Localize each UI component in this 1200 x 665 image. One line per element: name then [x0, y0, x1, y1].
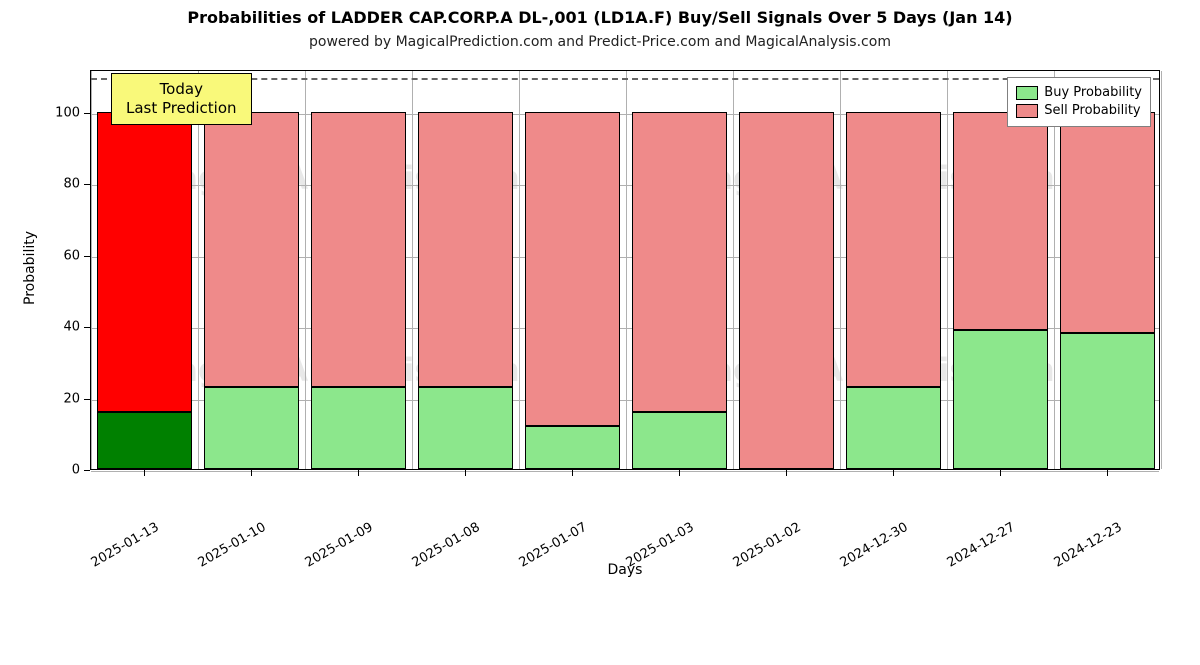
y-tick-label: 0	[0, 463, 80, 478]
gridline-v	[626, 71, 627, 469]
today-annotation: Today Last Prediction	[111, 73, 252, 125]
gridline-v	[947, 71, 948, 469]
y-tick-label: 20	[0, 391, 80, 406]
gridline-v	[305, 71, 306, 469]
legend-swatch-buy	[1016, 86, 1038, 100]
y-tick	[84, 470, 90, 471]
bar-group	[418, 69, 512, 469]
bar-buy	[97, 412, 191, 469]
y-tick-label: 40	[0, 320, 80, 335]
x-tick	[144, 470, 145, 476]
bar-buy	[204, 387, 298, 469]
legend-label-sell: Sell Probability	[1044, 102, 1140, 120]
bar-buy	[525, 426, 619, 469]
gridline-v	[733, 71, 734, 469]
bar-group	[739, 69, 833, 469]
y-axis-label: Probability	[22, 231, 38, 305]
bar-sell	[632, 112, 726, 412]
bar-buy	[1060, 333, 1154, 469]
bar-group	[204, 69, 298, 469]
legend: Buy Probability Sell Probability	[1007, 77, 1151, 127]
y-tick	[84, 113, 90, 114]
chart-subtitle: powered by MagicalPrediction.com and Pre…	[0, 34, 1200, 50]
bar-group	[525, 69, 619, 469]
bar-sell	[311, 112, 405, 387]
bar-group	[97, 69, 191, 469]
gridline-v	[1161, 71, 1162, 469]
bar-buy	[846, 387, 940, 469]
bar-buy	[632, 412, 726, 469]
bar-group	[311, 69, 405, 469]
bar-sell	[739, 112, 833, 469]
x-tick	[572, 470, 573, 476]
bar-buy	[953, 330, 1047, 469]
y-tick	[84, 327, 90, 328]
y-tick	[84, 184, 90, 185]
legend-label-buy: Buy Probability	[1044, 84, 1142, 102]
y-tick	[84, 256, 90, 257]
gridline-v	[1054, 71, 1055, 469]
bar-sell	[846, 112, 940, 387]
today-annotation-line2: Last Prediction	[126, 99, 237, 118]
bar-buy	[418, 387, 512, 469]
legend-item-sell: Sell Probability	[1016, 102, 1142, 120]
bar-group	[632, 69, 726, 469]
x-tick	[679, 470, 680, 476]
bar-buy	[311, 387, 405, 469]
bar-group	[846, 69, 940, 469]
x-tick	[465, 470, 466, 476]
bar-sell	[204, 112, 298, 387]
y-tick-label: 80	[0, 177, 80, 192]
x-tick	[251, 470, 252, 476]
plot-area: MagicalAnalysis.comMagicalAnalysis.comMa…	[90, 70, 1160, 470]
bar-sell	[525, 112, 619, 426]
x-tick	[358, 470, 359, 476]
x-tick	[786, 470, 787, 476]
gridline-v	[198, 71, 199, 469]
bar-group	[1060, 69, 1154, 469]
bar-sell	[418, 112, 512, 387]
x-tick	[1107, 470, 1108, 476]
y-tick-label: 100	[0, 105, 80, 120]
x-tick-label: 2024-12-23	[1117, 482, 1200, 627]
today-annotation-line1: Today	[126, 80, 237, 99]
chart-title: Probabilities of LADDER CAP.CORP.A DL-,0…	[0, 8, 1200, 27]
chart-root: Probabilities of LADDER CAP.CORP.A DL-,0…	[0, 0, 1200, 600]
gridline-v	[519, 71, 520, 469]
legend-swatch-sell	[1016, 104, 1038, 118]
bar-sell	[1060, 112, 1154, 333]
legend-item-buy: Buy Probability	[1016, 84, 1142, 102]
x-tick	[1000, 470, 1001, 476]
gridline-v	[840, 71, 841, 469]
x-tick	[893, 470, 894, 476]
bar-sell	[953, 112, 1047, 330]
bar-sell	[97, 112, 191, 412]
gridline-v	[91, 71, 92, 469]
y-tick-label: 60	[0, 248, 80, 263]
bar-group	[953, 69, 1047, 469]
gridline-v	[412, 71, 413, 469]
y-tick	[84, 399, 90, 400]
